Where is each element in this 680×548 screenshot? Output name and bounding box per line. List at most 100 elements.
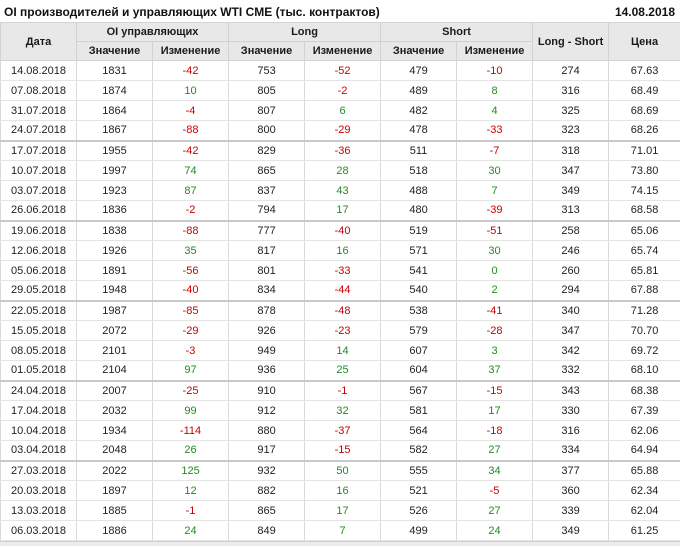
cell-short-value: 519 bbox=[380, 220, 458, 241]
cell-date: 12.06.2018 bbox=[0, 240, 77, 261]
cell-long-value: 753 bbox=[228, 60, 306, 81]
table-row: 17.04.2018 2032 99 912 32 581 17 330 67.… bbox=[0, 400, 680, 421]
col-subheader-short-value: Значение bbox=[380, 41, 458, 61]
cell-short-change: 7 bbox=[456, 180, 534, 201]
cell-date: 14.08.2018 bbox=[0, 60, 77, 81]
cell-long-change: -37 bbox=[304, 420, 382, 441]
cell-long-short: 316 bbox=[532, 80, 610, 101]
cell-long-value: 829 bbox=[228, 140, 306, 161]
cell-short-change: -33 bbox=[456, 120, 534, 142]
cell-long-change: -23 bbox=[304, 320, 382, 341]
cell-long-value: 807 bbox=[228, 100, 306, 121]
col-header-date: Дата bbox=[0, 22, 77, 61]
cell-short-value: 581 bbox=[380, 400, 458, 421]
cell-date: 10.04.2018 bbox=[0, 420, 77, 441]
cell-long-change: 16 bbox=[304, 480, 382, 501]
cell-oi-value: 1886 bbox=[76, 520, 153, 541]
cell-oi-change: -40 bbox=[151, 280, 230, 302]
cell-oi-value: 2007 bbox=[76, 380, 153, 401]
table-row: 06.03.2018 1886 24 849 7 499 24 349 61.2… bbox=[0, 520, 680, 541]
cell-oi-change: 97 bbox=[151, 360, 230, 382]
cell-short-value: 538 bbox=[380, 300, 458, 321]
cell-price: 62.04 bbox=[608, 500, 680, 521]
cell-oi-value: 1838 bbox=[76, 220, 153, 241]
cell-oi-value: 1867 bbox=[76, 120, 153, 142]
cell-oi-change: -88 bbox=[151, 220, 230, 241]
cell-date: 24.07.2018 bbox=[0, 120, 77, 142]
cell-short-change: 24 bbox=[456, 520, 534, 541]
cell-price: 68.26 bbox=[608, 120, 680, 142]
cell-short-value: 521 bbox=[380, 480, 458, 501]
cell-long-change: 28 bbox=[304, 160, 382, 181]
cell-long-short: 377 bbox=[532, 460, 610, 481]
cell-long-value: 912 bbox=[228, 400, 306, 421]
table-row: 05.06.2018 1891 -56 801 -33 541 0 260 65… bbox=[0, 260, 680, 281]
table-row: 12.06.2018 1926 35 817 16 571 30 246 65.… bbox=[0, 240, 680, 261]
cell-oi-change: -1 bbox=[151, 500, 230, 521]
cell-oi-change: 26 bbox=[151, 440, 230, 462]
cell-short-change: -51 bbox=[456, 220, 534, 241]
cell-price: 67.39 bbox=[608, 400, 680, 421]
cell-long-short: 332 bbox=[532, 360, 610, 382]
cell-long-short: 260 bbox=[532, 260, 610, 281]
cell-long-short: 347 bbox=[532, 320, 610, 341]
table-row: 13.03.2018 1885 -1 865 17 526 27 339 62.… bbox=[0, 500, 680, 521]
cell-long-short: 339 bbox=[532, 500, 610, 521]
cell-short-value: 511 bbox=[380, 140, 458, 161]
cell-oi-value: 1874 bbox=[76, 80, 153, 101]
table-row: 01.05.2018 2104 97 936 25 604 37 332 68.… bbox=[0, 360, 680, 382]
table-row: 15.05.2018 2072 -29 926 -23 579 -28 347 … bbox=[0, 320, 680, 341]
cell-long-value: 865 bbox=[228, 500, 306, 521]
cell-short-value: 499 bbox=[380, 520, 458, 541]
cell-short-change: 0 bbox=[456, 260, 534, 281]
cot-table: Дата OI управляющих Long Short Long - Sh… bbox=[0, 22, 680, 541]
cell-short-change: 8 bbox=[456, 80, 534, 101]
cell-short-change: 30 bbox=[456, 160, 534, 181]
cell-long-short: 330 bbox=[532, 400, 610, 421]
col-subheader-oi-change: Изменение bbox=[151, 41, 230, 61]
cell-long-value: 794 bbox=[228, 200, 306, 222]
cell-oi-value: 1836 bbox=[76, 200, 153, 222]
cell-date: 17.07.2018 bbox=[0, 140, 77, 161]
cell-long-change: -40 bbox=[304, 220, 382, 241]
cell-short-change: 37 bbox=[456, 360, 534, 382]
cell-oi-value: 1891 bbox=[76, 260, 153, 281]
cell-short-value: 489 bbox=[380, 80, 458, 101]
cell-short-value: 579 bbox=[380, 320, 458, 341]
cell-date: 27.03.2018 bbox=[0, 460, 77, 481]
cell-long-change: 25 bbox=[304, 360, 382, 382]
cell-long-value: 849 bbox=[228, 520, 306, 541]
cell-long-change: 14 bbox=[304, 340, 382, 361]
cell-short-change: 17 bbox=[456, 400, 534, 421]
cell-long-short: 343 bbox=[532, 380, 610, 401]
cell-date: 01.05.2018 bbox=[0, 360, 77, 382]
cell-short-value: 607 bbox=[380, 340, 458, 361]
cell-price: 65.74 bbox=[608, 240, 680, 261]
cell-short-value: 479 bbox=[380, 60, 458, 81]
cell-long-value: 800 bbox=[228, 120, 306, 142]
cell-long-value: 949 bbox=[228, 340, 306, 361]
cell-long-short: 325 bbox=[532, 100, 610, 121]
cell-long-value: 865 bbox=[228, 160, 306, 181]
cell-date: 03.04.2018 bbox=[0, 440, 77, 462]
cell-price: 70.70 bbox=[608, 320, 680, 341]
cell-long-change: 50 bbox=[304, 460, 382, 481]
cell-oi-change: -29 bbox=[151, 320, 230, 341]
col-header-price: Цена bbox=[608, 22, 680, 61]
cell-oi-value: 1997 bbox=[76, 160, 153, 181]
table-row: 10.04.2018 1934 -114 880 -37 564 -18 316… bbox=[0, 420, 680, 441]
cell-date: 19.06.2018 bbox=[0, 220, 77, 241]
cell-short-value: 480 bbox=[380, 200, 458, 222]
cell-long-value: 936 bbox=[228, 360, 306, 382]
table-body: 14.08.2018 1831 -42 753 -52 479 -10 274 … bbox=[0, 60, 680, 541]
cell-long-value: 834 bbox=[228, 280, 306, 302]
cell-short-change: 2 bbox=[456, 280, 534, 302]
cell-short-change: 34 bbox=[456, 460, 534, 481]
cell-oi-change: 10 bbox=[151, 80, 230, 101]
cell-price: 62.06 bbox=[608, 420, 680, 441]
cell-long-change: -1 bbox=[304, 380, 382, 401]
cell-long-value: 805 bbox=[228, 80, 306, 101]
cell-long-value: 777 bbox=[228, 220, 306, 241]
cell-oi-change: 99 bbox=[151, 400, 230, 421]
cell-date: 07.08.2018 bbox=[0, 80, 77, 101]
